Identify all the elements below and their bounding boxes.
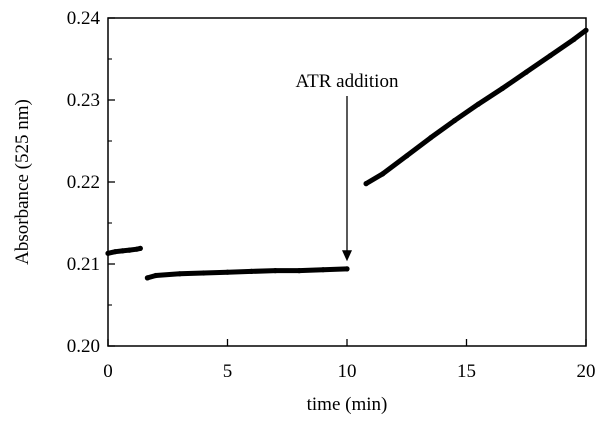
y-axis: 0.20 0.21 0.22 0.23 0.24 <box>67 8 115 357</box>
data-point <box>105 250 111 256</box>
data-point <box>363 181 369 187</box>
x-tick-label: 20 <box>577 361 596 382</box>
annotation-layer: ATR addition <box>296 71 399 262</box>
y-axis-label: Absorbance (525 nm) <box>12 99 33 265</box>
y-tick-label: 0.24 <box>67 8 101 29</box>
x-tick-label: 5 <box>223 361 233 382</box>
data-point <box>583 27 589 33</box>
data-point <box>428 135 434 141</box>
data-point <box>452 117 458 124</box>
data-point <box>153 272 159 279</box>
data-point <box>201 270 207 276</box>
data-point <box>523 69 529 75</box>
data-point <box>320 267 326 273</box>
data-point <box>475 101 481 107</box>
data-point <box>547 53 553 59</box>
x-tick-label: 0 <box>103 361 113 382</box>
data-point <box>499 85 505 92</box>
data-point <box>112 249 118 255</box>
data-point <box>248 268 254 274</box>
data-point <box>404 153 410 159</box>
data-point <box>144 275 150 281</box>
y-tick-label: 0.23 <box>67 90 100 111</box>
x-tick-label: 15 <box>457 361 476 382</box>
annotation-atr-addition: ATR addition <box>296 71 399 92</box>
data-point <box>177 271 183 277</box>
data-point <box>380 171 386 177</box>
data-point <box>224 269 231 275</box>
series-segment-3 <box>363 27 589 187</box>
y-tick-label: 0.20 <box>67 336 100 357</box>
x-tick-label: 10 <box>338 361 357 382</box>
data-point <box>119 248 125 254</box>
data-point <box>126 247 133 253</box>
data-point <box>296 268 302 274</box>
y-tick-label: 0.21 <box>67 254 100 275</box>
x-axis: 0 5 10 15 20 <box>103 339 596 382</box>
series-layer <box>105 27 589 281</box>
annotation-arrow-head <box>342 250 352 262</box>
data-point <box>344 266 350 272</box>
x-axis-label: time (min) <box>307 394 388 415</box>
y-tick-label: 0.22 <box>67 172 100 193</box>
data-point <box>571 36 577 42</box>
data-point <box>137 245 143 251</box>
series-segment-2 <box>144 266 350 281</box>
data-point <box>272 268 278 274</box>
